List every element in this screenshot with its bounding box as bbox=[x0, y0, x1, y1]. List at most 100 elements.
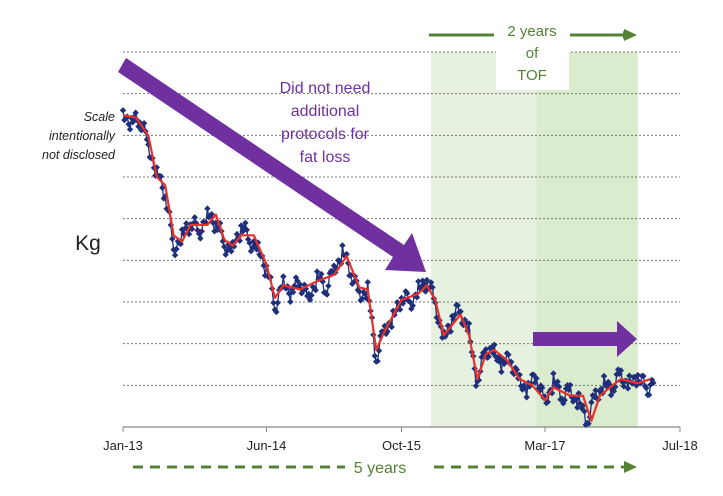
daily-weight-point bbox=[297, 281, 304, 288]
moving-average-line bbox=[122, 114, 651, 422]
daily-weight-point bbox=[204, 205, 211, 212]
daily-weight-point bbox=[228, 248, 235, 255]
daily-weight-point bbox=[562, 385, 570, 392]
daily-weight-point bbox=[274, 299, 281, 306]
daily-weight-point bbox=[607, 391, 615, 399]
y-note-line3: not disclosed bbox=[42, 148, 116, 162]
daily-weight-point bbox=[465, 320, 473, 327]
daily-weight-point bbox=[423, 276, 431, 284]
daily-weight-point bbox=[561, 396, 568, 404]
x-tick-label: Oct-15 bbox=[382, 438, 421, 453]
daily-weight-point bbox=[221, 243, 228, 251]
daily-weight-point bbox=[308, 292, 315, 299]
daily-weight-point bbox=[183, 220, 190, 227]
daily-weight-point bbox=[191, 214, 198, 221]
daily-weight-point bbox=[243, 226, 250, 234]
daily-weight-point bbox=[185, 230, 193, 238]
daily-weight-point bbox=[536, 388, 543, 395]
five-years-arrow-head bbox=[624, 461, 637, 473]
daily-weight-point bbox=[565, 386, 573, 394]
daily-weight-point bbox=[569, 398, 577, 405]
daily-weight-point bbox=[614, 366, 622, 373]
daily-weight-point bbox=[325, 282, 332, 290]
daily-weight-point bbox=[339, 242, 346, 249]
daily-weight-point bbox=[371, 352, 378, 360]
daily-weight-point bbox=[159, 184, 166, 191]
tof-label-box bbox=[496, 22, 569, 90]
daily-weight-point bbox=[647, 381, 654, 389]
daily-weight-point bbox=[280, 273, 287, 280]
daily-weight-point bbox=[242, 219, 249, 227]
daily-weight-point bbox=[287, 298, 294, 305]
daily-weight-point bbox=[119, 107, 127, 114]
x-tick-label: Jun-14 bbox=[247, 438, 287, 453]
daily-weight-point bbox=[323, 291, 331, 298]
daily-weight-point bbox=[451, 311, 459, 319]
trend-text-line1: Did not need bbox=[280, 80, 371, 97]
daily-weight-point bbox=[140, 120, 148, 127]
daily-weight-point bbox=[415, 278, 422, 285]
daily-weight-point bbox=[596, 388, 604, 395]
daily-weight-point bbox=[554, 378, 561, 385]
daily-weight-point bbox=[356, 288, 363, 295]
tof-label-line3: TOF bbox=[517, 67, 547, 84]
daily-weight-point bbox=[128, 114, 135, 122]
daily-weight-point bbox=[617, 367, 625, 374]
daily-weight-point bbox=[294, 277, 301, 285]
daily-weight-point bbox=[343, 250, 350, 258]
daily-weight-point bbox=[173, 245, 180, 253]
daily-weight-point bbox=[606, 381, 613, 388]
daily-weight-point bbox=[427, 279, 435, 286]
daily-weight-point bbox=[574, 404, 581, 411]
daily-weight-point bbox=[160, 195, 167, 202]
daily-weight-point bbox=[620, 383, 627, 390]
y-note-line1: Scale bbox=[84, 110, 115, 124]
daily-weight-point bbox=[169, 235, 176, 243]
daily-weight-point bbox=[585, 420, 592, 427]
daily-weight-point bbox=[579, 402, 587, 409]
daily-weight-point bbox=[533, 375, 540, 382]
daily-weight-point bbox=[588, 399, 595, 406]
daily-weight-point bbox=[457, 308, 464, 315]
daily-weight-point bbox=[645, 391, 653, 399]
daily-weight-point bbox=[454, 302, 461, 309]
five-years-label: 5 years bbox=[354, 460, 406, 477]
daily-weight-point bbox=[634, 371, 642, 379]
y-note-line2: intentionally bbox=[49, 129, 116, 143]
daily-weight-point bbox=[403, 290, 411, 297]
daily-weight-point bbox=[289, 289, 297, 296]
daily-weight-point bbox=[567, 381, 574, 389]
daily-weight-point bbox=[132, 109, 139, 116]
daily-weight-point bbox=[643, 384, 650, 392]
trend-text-line3: protocols for bbox=[281, 126, 370, 143]
daily-weight-point bbox=[576, 400, 584, 407]
maintenance-arrow bbox=[533, 321, 637, 357]
daily-weight-point bbox=[429, 284, 436, 291]
daily-weight-point bbox=[603, 383, 611, 390]
tof-arrow-head bbox=[624, 29, 637, 41]
daily-weight-point bbox=[610, 387, 618, 395]
maintenance-period-shading bbox=[536, 52, 638, 427]
daily-weight-point bbox=[498, 368, 505, 376]
daily-weight-point bbox=[613, 371, 620, 378]
daily-weight-point bbox=[358, 295, 366, 303]
daily-weight-point bbox=[485, 353, 492, 360]
x-tick-label: Mar-17 bbox=[524, 438, 565, 453]
daily-weight-point bbox=[512, 364, 519, 372]
daily-weight-point bbox=[318, 270, 325, 278]
daily-weight-point bbox=[126, 126, 134, 133]
daily-weight-point bbox=[313, 268, 321, 275]
daily-weight-point bbox=[544, 398, 551, 406]
daily-weight-point bbox=[600, 372, 608, 380]
daily-weight-point bbox=[538, 384, 546, 391]
daily-weight-point bbox=[640, 372, 647, 380]
daily-weight-point bbox=[157, 173, 165, 180]
daily-weight-point bbox=[598, 385, 605, 393]
daily-weight-point bbox=[522, 385, 529, 392]
daily-weight-point bbox=[364, 279, 371, 286]
daily-weight-point bbox=[560, 400, 567, 407]
daily-weight-point bbox=[553, 382, 560, 389]
daily-weight-point bbox=[388, 323, 395, 331]
daily-weight-point bbox=[555, 383, 563, 390]
